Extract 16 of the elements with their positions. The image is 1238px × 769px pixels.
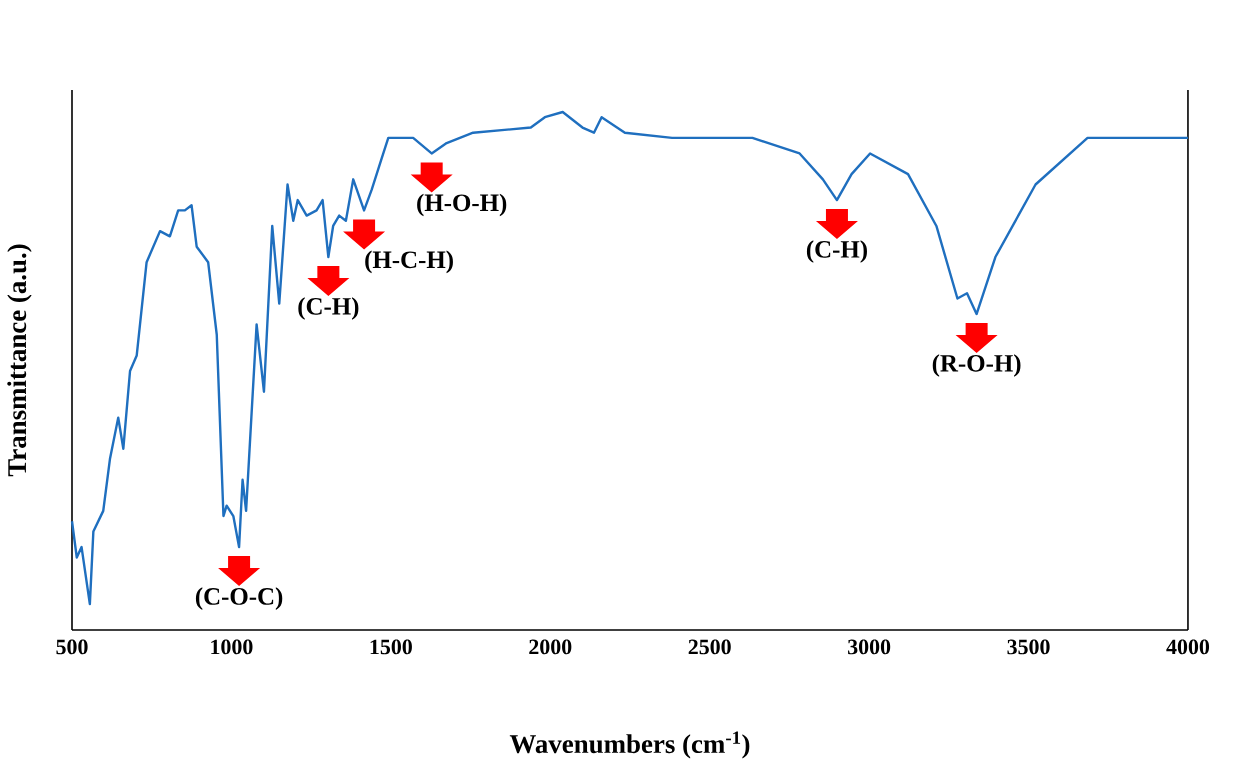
- x-tick-label: 2500: [688, 639, 731, 655]
- x-tick-label: 2000: [529, 639, 572, 655]
- annotation: (C-O-C): [195, 587, 283, 610]
- x-tick-label: 500: [56, 639, 88, 655]
- x-tick-label: 3000: [848, 639, 891, 655]
- x-tick-label: 1000: [211, 639, 253, 655]
- x-tick-label: 1500: [370, 639, 412, 655]
- x-tick-label: 4000: [1166, 639, 1210, 655]
- x-tick-label: 3500: [1007, 639, 1050, 655]
- annotation: (R-O-H): [932, 354, 1021, 377]
- annotation: (C-H): [806, 240, 867, 263]
- y-axis-title: Transmittance (a.u.): [7, 244, 32, 477]
- annotation: (C-H): [298, 297, 359, 320]
- annotation: (H-C-H): [365, 250, 453, 274]
- annotation: (H-O-H): [417, 193, 507, 217]
- x-axis-title: Wavenumbers (cm$^{-1}$): [509, 731, 750, 759]
